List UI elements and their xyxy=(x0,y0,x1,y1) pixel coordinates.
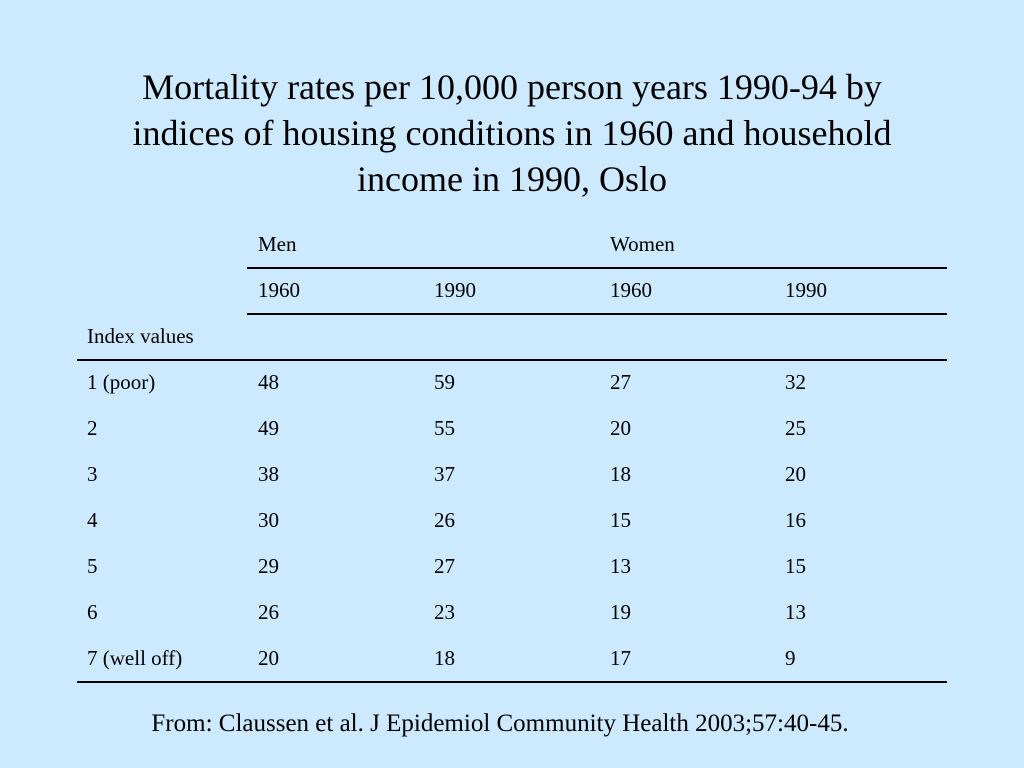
table-cell: 38 xyxy=(258,462,279,486)
table-cell: 59 xyxy=(434,370,455,394)
table-cell: 23 xyxy=(434,600,455,624)
row-index-label: 6 xyxy=(87,600,98,624)
table-cell: 13 xyxy=(785,600,806,624)
source-citation: From: Claussen et al. J Epidemiol Commun… xyxy=(151,710,849,737)
row-index-label: 7 (well off) xyxy=(87,646,183,670)
table-cell: 48 xyxy=(258,370,279,394)
table-cell: 26 xyxy=(434,508,455,532)
table-cell: 30 xyxy=(258,508,279,532)
year-header: 1990 xyxy=(434,278,476,302)
table-cell: 9 xyxy=(785,646,796,670)
table-cell: 32 xyxy=(785,370,806,394)
title-line-3: income in 1990, Oslo xyxy=(357,159,667,199)
year-header-rule xyxy=(247,313,947,315)
table-cell: 27 xyxy=(610,370,631,394)
table-cell: 20 xyxy=(610,416,631,440)
table-cell: 55 xyxy=(434,416,455,440)
table-cell: 13 xyxy=(610,554,631,578)
table-cell: 18 xyxy=(610,462,631,486)
slide-title: Mortality rates per 10,000 person years … xyxy=(60,64,964,202)
year-header: 1990 xyxy=(785,278,827,302)
index-values-label: Index values xyxy=(87,324,194,348)
year-header: 1960 xyxy=(610,278,652,302)
index-label-rule xyxy=(77,359,947,361)
table-cell: 37 xyxy=(434,462,455,486)
group-header-rule xyxy=(247,267,947,269)
table-cell: 20 xyxy=(258,646,279,670)
row-index-label: 3 xyxy=(87,462,98,486)
row-index-label: 2 xyxy=(87,416,98,440)
table-cell: 15 xyxy=(785,554,806,578)
table-cell: 16 xyxy=(785,508,806,532)
table-cell: 19 xyxy=(610,600,631,624)
table-cell: 29 xyxy=(258,554,279,578)
table-cell: 18 xyxy=(434,646,455,670)
title-line-1: Mortality rates per 10,000 person years … xyxy=(142,67,882,107)
table-cell: 26 xyxy=(258,600,279,624)
row-index-label: 5 xyxy=(87,554,98,578)
table-cell: 25 xyxy=(785,416,806,440)
group-header-men: Men xyxy=(258,232,297,256)
title-line-2: indices of housing conditions in 1960 an… xyxy=(132,113,892,153)
table-bottom-rule xyxy=(77,681,947,683)
table-cell: 17 xyxy=(610,646,631,670)
row-index-label: 4 xyxy=(87,508,98,532)
table-cell: 27 xyxy=(434,554,455,578)
table-cell: 15 xyxy=(610,508,631,532)
group-header-women: Women xyxy=(610,232,675,256)
table-cell: 20 xyxy=(785,462,806,486)
mortality-table: Men Women 1960 1990 1960 1990 Index values 1 (p… xyxy=(77,222,947,684)
table-cell: 49 xyxy=(258,416,279,440)
row-index-label: 1 (poor) xyxy=(87,370,156,394)
year-header: 1960 xyxy=(258,278,300,302)
